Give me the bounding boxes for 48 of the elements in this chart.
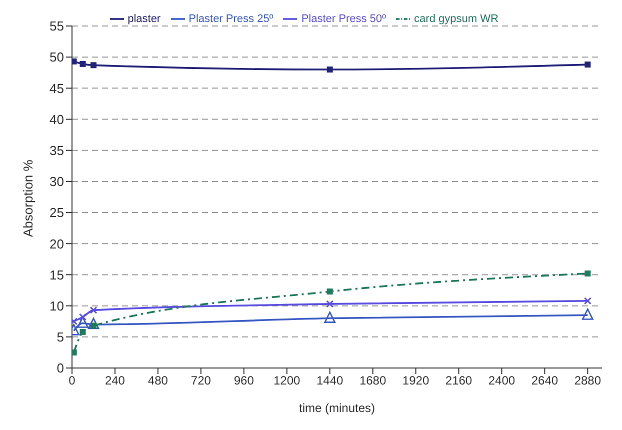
legend-label: card gypsum WR — [414, 12, 498, 25]
x-tick-label: 0 — [68, 374, 76, 388]
point — [326, 288, 333, 295]
x-tick-label: 720 — [190, 374, 212, 388]
legend-label: Plaster Press 50º — [301, 12, 386, 25]
y-tick-label: 30 — [50, 174, 64, 190]
point — [72, 349, 77, 356]
y-tick-label: 25 — [50, 205, 64, 220]
y-tick-label: 35 — [50, 142, 64, 158]
point — [80, 60, 86, 67]
point — [326, 300, 334, 308]
x-tick-label: 2880 — [574, 374, 602, 388]
y-tick-label: 5 — [56, 330, 64, 345]
y-tick-label: 0 — [56, 360, 64, 376]
y-axis-title: Absorption % — [20, 159, 36, 237]
x-tick-label: 1440 — [316, 374, 344, 388]
point — [584, 297, 592, 305]
legend-label: plaster — [128, 12, 161, 25]
point — [80, 328, 86, 335]
point — [584, 270, 591, 276]
point — [582, 308, 594, 320]
point — [324, 312, 336, 323]
x-tick-label: 1680 — [359, 374, 386, 388]
x-tick-label: 2640 — [531, 374, 558, 388]
point — [77, 316, 88, 328]
legend-label: Plaster Press 25º — [188, 12, 274, 25]
point — [584, 62, 591, 68]
x-tick-label: 240 — [104, 374, 126, 388]
point — [90, 62, 96, 68]
point — [326, 66, 333, 73]
y-tick-label: 15 — [50, 267, 64, 282]
point — [88, 318, 100, 330]
y-tick-label: 40 — [50, 112, 64, 127]
x-tick-label: 2400 — [488, 374, 516, 388]
y-tick-label: 10 — [50, 298, 64, 314]
y-tick-label: 45 — [50, 80, 64, 96]
point — [72, 58, 77, 64]
point — [78, 313, 86, 321]
x-tick-label: 480 — [148, 374, 168, 388]
y-tick-label: 20 — [50, 236, 64, 252]
y-tick-label: 55 — [50, 18, 64, 34]
x-tick-label: 2160 — [445, 374, 472, 388]
x-axis-title: time (minutes) — [298, 401, 376, 415]
point — [90, 306, 98, 314]
x-tick-label: 1200 — [274, 374, 301, 388]
y-tick-label: 50 — [50, 50, 64, 65]
x-tick-label: 960 — [234, 374, 254, 388]
x-tick-label: 1920 — [402, 374, 430, 388]
